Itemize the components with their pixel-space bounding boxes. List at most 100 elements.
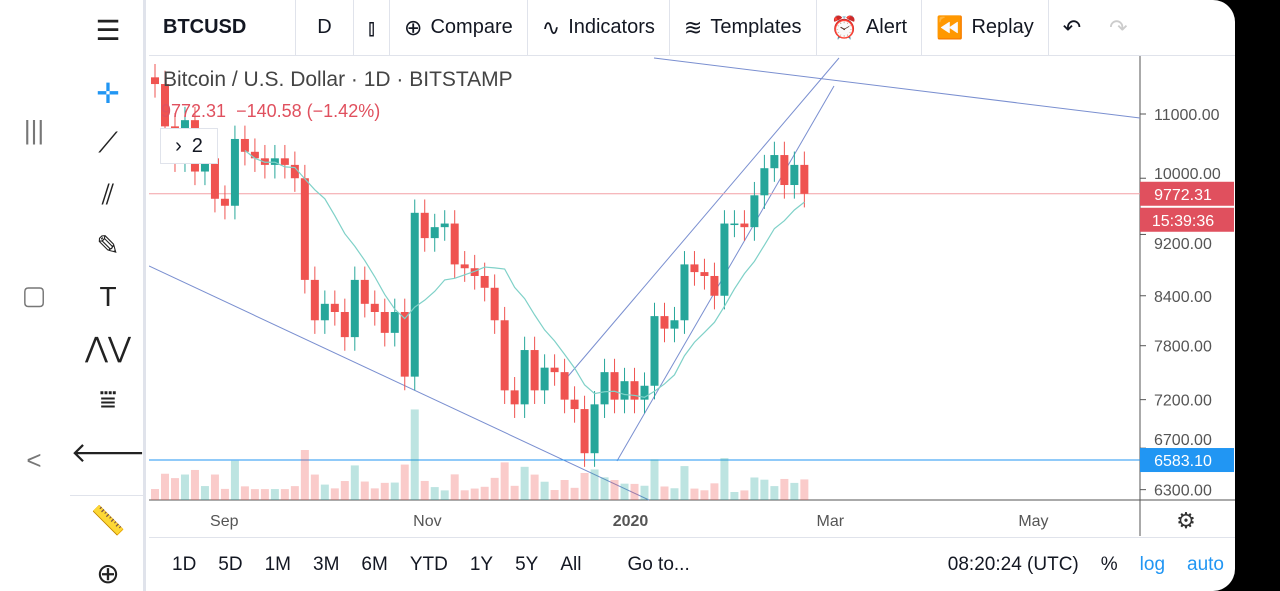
goto-button[interactable]: Go to...	[627, 553, 690, 575]
candle	[770, 155, 779, 169]
chart-type-button[interactable]: ⫾	[354, 0, 391, 56]
alert-button[interactable]: ⏰ Alert	[817, 0, 923, 56]
candle	[400, 311, 409, 377]
candle	[590, 404, 599, 454]
price-chart[interactable]: 11000.00 10000.00 9200.00 8400.00 7800.00 720…	[149, 56, 1235, 537]
templates-button[interactable]: ≋ Templates	[670, 0, 817, 56]
candle	[430, 227, 439, 239]
candle	[340, 311, 349, 338]
range-1y[interactable]: 1Y	[469, 553, 494, 575]
interval-button[interactable]: D	[296, 0, 354, 56]
volume-bar	[350, 465, 359, 500]
time-tick-label: Nov	[413, 513, 441, 530]
candle	[750, 195, 759, 228]
candle	[600, 372, 609, 405]
range-ytd[interactable]: YTD	[409, 553, 448, 575]
volume-bar	[520, 466, 529, 500]
volume-bar	[270, 489, 279, 500]
clock[interactable]: 08:20:24 (UTC)	[947, 553, 1079, 575]
time-tick-label: May	[1018, 513, 1048, 530]
percent-toggle[interactable]: %	[1100, 553, 1118, 575]
volume-bar	[170, 478, 179, 500]
candle	[670, 320, 679, 329]
volume-bar	[560, 480, 569, 500]
range-5y[interactable]: 5Y	[515, 553, 539, 575]
candle	[270, 158, 279, 165]
candle	[290, 164, 299, 179]
zoom-in-icon[interactable]: ⊕	[96, 557, 120, 589]
candle	[330, 303, 339, 312]
candles-icon: ⫾	[368, 14, 376, 40]
volume-bar	[710, 483, 719, 500]
bottom-toolbar: 1D 5D 1M 3M 6M YTD 1Y 5Y All Go to... 08:20:24 (…	[149, 537, 1235, 591]
undo-button[interactable]: ↶	[1049, 0, 1095, 56]
volume-bar	[210, 474, 219, 500]
fib-icon[interactable]: ⫽	[101, 178, 115, 210]
prediction-icon[interactable]: ⩸	[99, 383, 117, 415]
volume-bar	[190, 469, 199, 500]
hide-toolbar-arrow-icon[interactable]: 🡐	[70, 437, 146, 468]
menu-icon[interactable]: ☰	[95, 14, 121, 46]
volume-bar	[700, 490, 709, 500]
log-toggle[interactable]: log	[1139, 553, 1166, 575]
auto-toggle[interactable]: auto	[1187, 553, 1224, 575]
candle	[360, 279, 369, 304]
ruler-icon[interactable]: 📏	[70, 495, 146, 545]
home-icon[interactable]: ▢	[21, 280, 47, 310]
symbol-button[interactable]: BTCUSD	[149, 0, 296, 56]
volume-bar	[500, 462, 509, 500]
indicator-count: 2	[191, 134, 203, 157]
indicators-collapse-button[interactable]: › 2	[160, 128, 218, 164]
volume-bar	[430, 487, 439, 500]
volume-bar	[480, 486, 489, 500]
time-tick-label: 2020	[613, 513, 649, 530]
rewind-icon: ⏪	[936, 14, 964, 40]
candle	[610, 372, 619, 400]
volume-bar	[250, 489, 259, 500]
volume-bar	[380, 482, 389, 500]
candle	[460, 264, 469, 269]
candle	[410, 212, 419, 377]
system-nav: ||| ▢ <	[0, 0, 70, 591]
range-3m[interactable]: 3M	[313, 553, 340, 575]
candle	[500, 320, 509, 391]
replay-button[interactable]: ⏪ Replay	[922, 0, 1049, 56]
undo-icon: ↶	[1062, 14, 1082, 40]
volume-bar	[590, 469, 599, 500]
range-6m[interactable]: 6M	[361, 553, 388, 575]
range-5d[interactable]: 5D	[218, 553, 243, 575]
candle	[240, 138, 249, 152]
recent-apps-icon[interactable]: |||	[23, 115, 45, 145]
redo-button[interactable]: ↷	[1095, 0, 1141, 56]
volume-bar	[450, 474, 459, 500]
app-screen: ||| ▢ < ☰ ✛ ⟋ ⫽ ✎ T ⋀⋁ ⩸ 🡐 📏 ⊕ BTCUSD D …	[0, 0, 1235, 591]
range-1m[interactable]: 1M	[264, 553, 291, 575]
volume-bar	[620, 483, 629, 500]
alert-label: Alert	[865, 16, 908, 38]
indicators-button[interactable]: ∿ Indicators	[528, 0, 670, 56]
compare-button[interactable]: ⊕ Compare	[390, 0, 528, 56]
pattern-icon[interactable]: ⋀⋁	[85, 331, 131, 363]
price-tick-label: 11000.00	[1154, 107, 1220, 124]
volume-bar	[680, 466, 689, 500]
volume-bar	[780, 478, 789, 500]
text-icon[interactable]: T	[99, 281, 117, 312]
candle	[260, 158, 269, 165]
volume-bar	[260, 489, 269, 500]
crosshair-icon[interactable]: ✛	[96, 77, 120, 109]
trend-line-icon[interactable]: ⟋	[98, 126, 118, 158]
candle	[620, 381, 629, 400]
volume-bar	[770, 486, 779, 500]
range-all[interactable]: All	[560, 553, 582, 575]
brush-icon[interactable]: ✎	[96, 229, 120, 261]
candle	[470, 268, 479, 276]
volume-bar	[420, 480, 429, 500]
candle	[790, 164, 799, 186]
back-icon[interactable]: <	[26, 445, 42, 475]
volume-bar	[340, 481, 349, 500]
volume-bar	[670, 488, 679, 500]
range-1d[interactable]: 1D	[172, 553, 197, 575]
volume-bar	[660, 486, 669, 500]
candle	[710, 275, 719, 296]
legend-change: −140.58 (−1.42%)	[236, 101, 381, 121]
